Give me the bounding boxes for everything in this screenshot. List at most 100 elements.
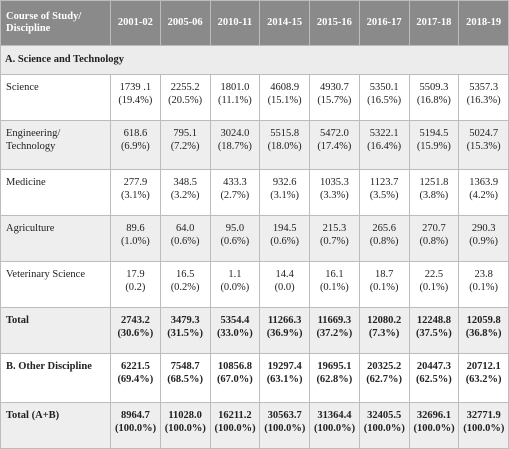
cell-value: 4608.9 bbox=[270, 82, 300, 93]
cell-value: 1801.0 bbox=[220, 82, 250, 93]
table-cell: 433.3 (2.7%) bbox=[209, 169, 261, 216]
cell-percent: (15.9%) bbox=[416, 140, 451, 152]
table-cell: 22.5 (0.1%) bbox=[408, 261, 460, 308]
cell-percent: (1.0%) bbox=[120, 235, 150, 247]
table-row: Engineering/ Technology 618.6 (6.9%) 795.1(… bbox=[0, 120, 509, 170]
table-cell: 5357.3 (16.3%) bbox=[458, 74, 509, 121]
table-cell: 11669.3 (37.2%) bbox=[309, 307, 360, 354]
table-cell: 18.7 (0.1%) bbox=[358, 261, 410, 308]
row-label: Agriculture bbox=[0, 215, 111, 262]
cell-percent: (0.0%) bbox=[220, 281, 250, 293]
cell-value: 12248.8 bbox=[416, 315, 451, 326]
table-cell: 16.1 (0.1%) bbox=[309, 261, 360, 308]
row-label: Total (A+B) bbox=[0, 402, 111, 449]
cell-value: 5354.4 bbox=[220, 315, 250, 326]
table-cell: 11266.3 (36.9%) bbox=[259, 307, 310, 354]
cell-value: 2255.2 bbox=[170, 82, 200, 93]
cell-percent: (100.0%) bbox=[164, 422, 206, 434]
table-cell: 31364.4 (100.0%) bbox=[309, 402, 360, 449]
table-cell: 215.3 (0.7%) bbox=[309, 215, 360, 262]
table-cell: 3024.0 (18.7%) bbox=[209, 120, 261, 170]
cell-percent: (16.8%) bbox=[416, 94, 451, 106]
cell-percent: (69.4%) bbox=[117, 373, 154, 385]
table-cell: 20325.2 (62.7%) bbox=[358, 353, 410, 403]
cell-value: 89.6 bbox=[126, 223, 145, 234]
table-cell: 194.5 (0.6%) bbox=[259, 215, 310, 262]
cell-value: 12059.8 bbox=[466, 315, 501, 326]
cell-value: 18.7 bbox=[374, 269, 394, 280]
cell-percent: (0.6%) bbox=[170, 235, 200, 247]
cell-percent: (15.3%) bbox=[466, 140, 501, 152]
table-cell: 89.6 (1.0%) bbox=[110, 215, 161, 262]
cell-percent: (18.0%) bbox=[267, 140, 302, 152]
row-label: Science bbox=[0, 74, 111, 121]
table-cell: 1739 .1 (19.4%) bbox=[110, 74, 161, 121]
cell-percent: (100.0%) bbox=[115, 422, 157, 434]
cell-value: 6221.5 bbox=[120, 361, 150, 372]
table-cell: 270.7 (0.8%) bbox=[408, 215, 460, 262]
table-cell: 16211.2 (100.0%) bbox=[209, 402, 261, 449]
cell-percent: (36.8%) bbox=[465, 327, 502, 339]
cell-value: 194.5 bbox=[272, 223, 297, 234]
table-cell: 932.6 (3.1%) bbox=[259, 169, 310, 216]
cell-value: 20712.1 bbox=[466, 361, 501, 372]
cell-value: 265.6 bbox=[372, 223, 396, 234]
cell-value: 5472.0 bbox=[319, 128, 349, 139]
cell-percent: (100.0%) bbox=[363, 422, 405, 434]
column-header-year: 2017-18 bbox=[408, 0, 460, 46]
cell-percent: (62.7%) bbox=[366, 373, 403, 385]
table-cell: 2255.2 (20.5%) bbox=[159, 74, 211, 121]
cell-value: 1123.7 bbox=[369, 177, 399, 188]
cell-value: 32696.1 bbox=[416, 410, 451, 421]
cell-percent: (0.1%) bbox=[319, 281, 349, 293]
cell-percent: (37.5%) bbox=[415, 327, 452, 339]
cell-value: 16.1 bbox=[325, 269, 344, 280]
cell-value: 14.4 bbox=[275, 269, 294, 280]
table-cell: 2743.2 (30.6%) bbox=[110, 307, 161, 354]
cell-value: 17.9 bbox=[126, 269, 145, 280]
table-row: B. Other Discipline 6221.5 (69.4%) 7548.7 (6… bbox=[0, 353, 509, 403]
table-cell: 95.0 (0.6%) bbox=[209, 215, 261, 262]
cell-percent: (100.0%) bbox=[214, 422, 256, 434]
cell-percent: (0.0) bbox=[274, 281, 295, 293]
table-cell: 277.9 (3.1%) bbox=[110, 169, 161, 216]
cell-percent: (18.7%) bbox=[217, 140, 252, 152]
cell-percent: (3.1%) bbox=[270, 189, 300, 201]
table-cell: 8964.7 (100.0%) bbox=[110, 402, 161, 449]
cell-value: 32405.5 bbox=[367, 410, 402, 421]
table-cell: 12059.8 (36.8%) bbox=[458, 307, 509, 354]
cell-percent: (100.0%) bbox=[314, 422, 356, 434]
table-cell: 1251.8 (3.8%) bbox=[408, 169, 460, 216]
cell-value: 64.0 bbox=[175, 223, 195, 234]
table-cell: 5350.1 (16.5%) bbox=[358, 74, 410, 121]
cell-value: 277.9 bbox=[123, 177, 148, 188]
cell-value: 30563.7 bbox=[267, 410, 302, 421]
table-cell: 1.1 (0.0%) bbox=[209, 261, 261, 308]
cell-value: 16211.2 bbox=[218, 410, 252, 421]
table-row: Total (A+B) 8964.7 (100.0%) 11028.0 (100.0%)… bbox=[0, 402, 509, 449]
cell-value: 22.5 bbox=[424, 269, 444, 280]
cell-percent: (2.7%) bbox=[220, 189, 250, 201]
cell-value: 795.1 bbox=[173, 128, 197, 139]
table-cell: 64.0 (0.6%) bbox=[159, 215, 211, 262]
cell-percent: (3.5%) bbox=[369, 189, 399, 201]
cell-value: 7548.7 bbox=[170, 361, 200, 372]
cell-value: 16.5 bbox=[175, 269, 195, 280]
column-header-year: 2010-11 bbox=[209, 0, 261, 46]
column-header-discipline: Course of Study/ Discipline bbox=[0, 0, 111, 46]
table-row: Veterinary Science 17.9 (0.2) 16.5 (0.2%) 1.1… bbox=[0, 261, 509, 308]
row-label: B. Other Discipline bbox=[0, 353, 111, 403]
cell-percent: (15.7%) bbox=[317, 94, 352, 106]
cell-value: 1363.9 bbox=[469, 177, 499, 188]
table-row: Medicine 277.9 (3.1%) 348.5 (3.2%) 433.3 (2.7%… bbox=[0, 169, 509, 216]
table-cell: 1123.7 (3.5%) bbox=[358, 169, 410, 216]
cell-value: 3024.0 bbox=[220, 128, 250, 139]
table-cell: 32696.1 (100.0%) bbox=[408, 402, 460, 449]
cell-percent: (0.8%) bbox=[369, 235, 399, 247]
row-label: Medicine bbox=[0, 169, 111, 216]
cell-percent: (3.2%) bbox=[170, 189, 200, 201]
table-cell: 17.9 (0.2) bbox=[110, 261, 161, 308]
cell-value: 5194.5 bbox=[419, 128, 449, 139]
cell-value: 215.3 bbox=[322, 223, 347, 234]
